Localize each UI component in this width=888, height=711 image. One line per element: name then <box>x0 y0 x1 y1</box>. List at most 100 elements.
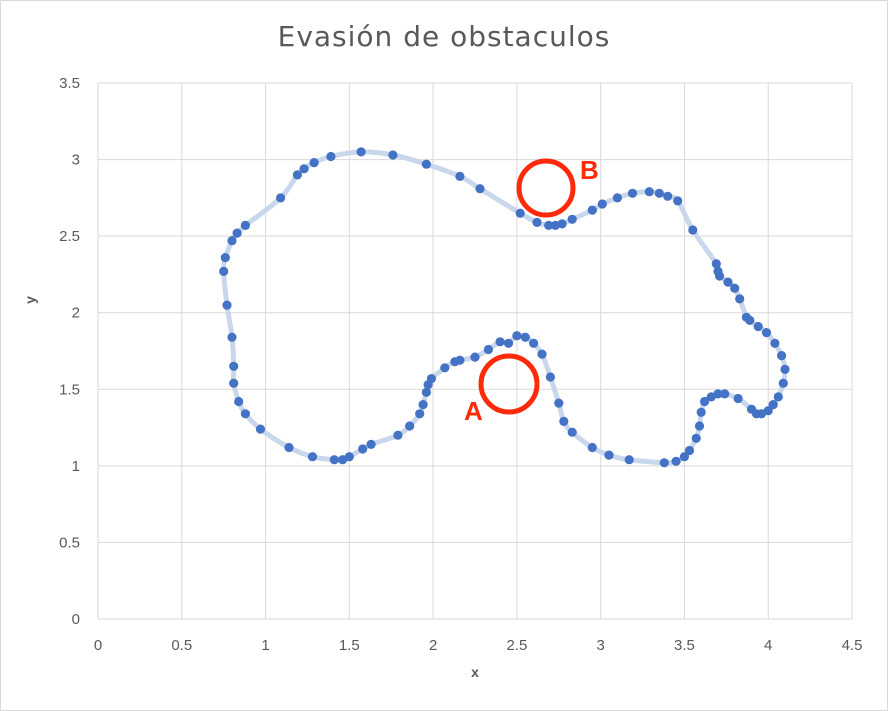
x-tick-label: 1.5 <box>339 637 360 654</box>
data-point <box>329 455 339 465</box>
x-tick-label: 0 <box>94 637 102 654</box>
data-point <box>713 266 723 276</box>
data-point <box>219 266 229 276</box>
data-point <box>673 196 683 206</box>
data-point <box>545 372 556 382</box>
data-point <box>388 150 398 160</box>
data-point <box>393 430 403 440</box>
x-tick-label: 3.5 <box>674 637 695 654</box>
data-point <box>597 199 607 209</box>
data-point <box>741 312 752 322</box>
data-point <box>470 352 480 362</box>
data-point <box>711 259 721 269</box>
data-point <box>418 400 428 410</box>
data-point <box>229 361 239 371</box>
data-point <box>276 193 286 203</box>
y-tick-label: 0 <box>72 611 80 628</box>
data-point <box>421 159 431 169</box>
tick-labels: 0 0.5 1 1.5 2 2.5 3 3.5 4 4.5 0 0.5 1 1.5 2 2.5 3 3.5 <box>59 75 862 654</box>
data-point <box>405 421 415 431</box>
obstacle-b-circle <box>516 158 576 218</box>
data-point <box>604 450 614 460</box>
data-point <box>515 208 525 218</box>
data-point <box>366 439 376 449</box>
data-point <box>671 456 681 466</box>
data-point <box>644 187 654 197</box>
x-tick-label: 0.5 <box>171 637 192 654</box>
data-point <box>735 294 745 304</box>
x-tick-label: 4.5 <box>842 637 863 654</box>
y-tick-label: 1.5 <box>59 381 80 398</box>
data-point <box>255 424 266 434</box>
data-point <box>733 393 743 404</box>
data-point <box>299 164 309 174</box>
y-tick-label: 0.5 <box>59 534 80 551</box>
data-point <box>455 171 465 181</box>
x-tick-label: 4 <box>764 637 772 654</box>
y-axis-label: y <box>21 296 38 304</box>
data-point <box>520 332 530 342</box>
data-point <box>587 205 597 215</box>
data-point <box>654 188 664 198</box>
data-point <box>688 225 698 235</box>
y-tick-label: 1 <box>72 458 80 475</box>
data-point <box>503 338 514 348</box>
data-point <box>344 452 354 462</box>
data-point <box>567 427 577 437</box>
data-point <box>768 400 778 410</box>
data-point <box>227 332 237 342</box>
data-point <box>227 236 237 246</box>
obstacle-b-label: B <box>580 155 599 185</box>
data-point <box>763 406 773 416</box>
data-point <box>326 151 336 162</box>
data-point <box>777 351 787 361</box>
x-axis-label: x <box>471 664 479 680</box>
data-point <box>356 147 366 157</box>
data-point <box>455 355 465 365</box>
y-tick-label: 2.5 <box>59 228 80 245</box>
x-tick-label: 1 <box>261 637 269 654</box>
data-point <box>773 392 783 402</box>
data-point <box>234 396 244 407</box>
y-tick-label: 3 <box>72 152 80 169</box>
data-point <box>426 374 436 384</box>
data-point <box>730 283 740 293</box>
data-point <box>679 452 690 462</box>
data-point <box>240 220 250 230</box>
data-point <box>753 321 763 332</box>
data-point <box>229 378 239 388</box>
data-point <box>544 220 554 230</box>
x-tick-label: 2 <box>429 637 437 654</box>
data-point <box>307 452 318 462</box>
data-point <box>700 396 710 407</box>
data-point <box>713 389 723 399</box>
data-point <box>440 363 450 373</box>
data-point <box>627 188 638 198</box>
data-point <box>240 409 250 419</box>
data-point <box>696 407 706 417</box>
data-point <box>612 193 623 203</box>
data-point <box>550 220 561 230</box>
data-point <box>567 214 577 224</box>
obstacle-a-circle <box>478 353 540 415</box>
data-point <box>284 442 294 453</box>
data-point <box>537 349 547 359</box>
chart-title: Evasión de obstaculos <box>277 20 611 53</box>
data-point <box>495 337 505 347</box>
data-point <box>559 416 569 426</box>
data-point <box>358 444 368 454</box>
data-point <box>220 253 230 263</box>
y-tick-label: 2 <box>72 305 80 322</box>
data-point <box>512 331 522 341</box>
data-point <box>684 445 695 456</box>
data-point <box>309 158 319 168</box>
data-point <box>415 409 425 419</box>
data-point <box>587 442 597 453</box>
data-point <box>292 170 302 180</box>
data-point <box>532 217 542 227</box>
annotations: A B <box>464 155 599 426</box>
data-point <box>232 228 242 238</box>
data-point <box>691 433 701 443</box>
